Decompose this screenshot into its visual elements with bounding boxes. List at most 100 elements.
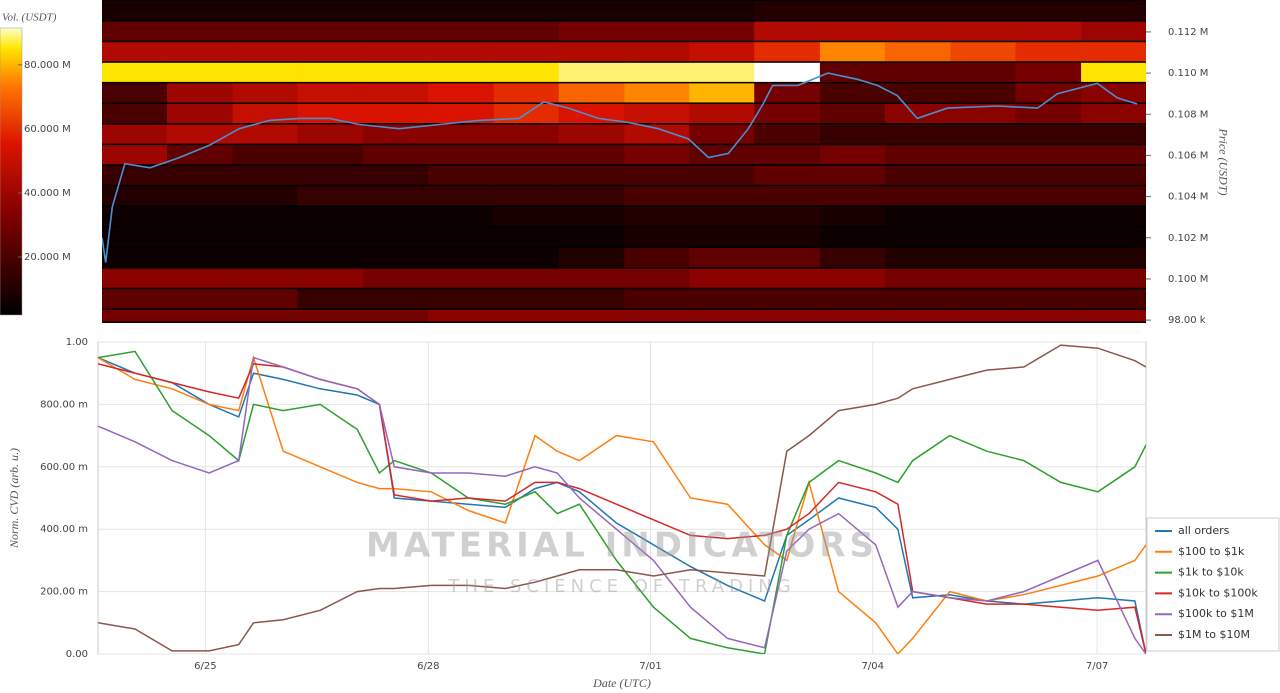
heat-cell <box>493 62 560 82</box>
heat-cell <box>1081 206 1146 226</box>
heat-cell <box>689 21 755 41</box>
heat-cell <box>689 83 755 103</box>
heat-cell <box>558 268 625 288</box>
series-group <box>98 344 1146 654</box>
heat-cell <box>689 227 755 247</box>
legend-label: $100 to $1k <box>1178 545 1245 558</box>
y-tick-label: 800.00 m <box>40 399 88 410</box>
heat-cell <box>232 1 298 21</box>
heat-cell <box>884 145 951 165</box>
heat-cell <box>166 21 233 41</box>
heat-cell <box>558 206 625 226</box>
heat-cell <box>102 145 168 165</box>
heat-cell <box>950 62 1016 82</box>
heat-cell <box>558 309 625 322</box>
heat-cell <box>102 165 168 185</box>
heat-cell <box>363 83 429 103</box>
cvd-line <box>98 362 1146 654</box>
heat-cell <box>1015 309 1082 322</box>
heat-cell <box>884 83 951 103</box>
heat-cell <box>297 103 364 124</box>
heat-cell <box>950 268 1016 288</box>
heat-cell <box>297 268 364 288</box>
heat-cell <box>232 227 298 247</box>
colorbar-tick-label: 80.000 M <box>24 60 71 71</box>
price-line <box>102 72 1138 263</box>
legend-label: $10k to $100k <box>1178 586 1258 599</box>
heat-cell <box>102 186 168 206</box>
heat-cell <box>950 186 1016 206</box>
heat-cell <box>232 206 298 226</box>
heat-cell <box>363 42 429 62</box>
heat-cell <box>166 248 233 268</box>
cvd-line <box>98 344 1146 652</box>
heat-cell <box>363 1 429 21</box>
y-tick-label: 0.00 <box>66 649 88 660</box>
heat-cell <box>884 103 951 124</box>
heat-cell <box>493 227 560 247</box>
heat-cell <box>232 186 298 206</box>
heat-cell <box>884 268 951 288</box>
heat-cell <box>884 1 951 21</box>
heat-cell <box>493 309 560 322</box>
x-tick-label: 7/07 <box>1086 661 1108 672</box>
heat-cell <box>1081 1 1146 21</box>
heat-cell <box>558 1 625 21</box>
heat-cell <box>363 124 429 144</box>
heatmap <box>102 1 1146 322</box>
heat-cell <box>689 248 755 268</box>
heat-cell <box>297 124 364 144</box>
y-tick-label: 98.00 k <box>1168 315 1206 326</box>
heat-cell <box>493 186 560 206</box>
heat-cell <box>819 309 886 322</box>
heat-cell <box>166 227 233 247</box>
heat-cell <box>102 248 168 268</box>
heat-cell <box>950 103 1016 124</box>
heat-cell <box>166 124 233 144</box>
heat-cell <box>558 42 625 62</box>
heat-cell <box>819 124 886 144</box>
cvd-line <box>98 356 1146 654</box>
heat-cell <box>232 268 298 288</box>
heat-cell <box>493 124 560 144</box>
heat-cell <box>297 21 364 41</box>
heat-cell <box>363 103 429 124</box>
heat-cell <box>558 103 625 124</box>
heat-cell <box>689 1 755 21</box>
heat-cell <box>166 42 233 62</box>
heat-cell <box>1015 124 1082 144</box>
heat-cell <box>297 165 364 185</box>
heat-cell <box>297 289 364 309</box>
heat-cell <box>363 186 429 206</box>
legend-label: $1M to $10M <box>1178 628 1250 641</box>
heat-cell <box>232 248 298 268</box>
cvd-chart <box>98 341 1146 655</box>
heat-cell <box>950 124 1016 144</box>
heat-cell <box>102 42 168 62</box>
heat-cell <box>232 62 298 82</box>
heat-cell <box>297 227 364 247</box>
heat-cell <box>558 186 625 206</box>
y-tick-label: 0.110 M <box>1168 68 1208 79</box>
colorbar-label: Vol. (USDT) <box>2 12 57 24</box>
heat-cell <box>166 83 233 103</box>
heat-cell <box>102 227 168 247</box>
heat-cell <box>754 227 821 247</box>
heat-cell <box>558 227 625 247</box>
heat-cell <box>363 309 429 322</box>
heat-cell <box>754 1 821 21</box>
y-tick-label: 1.00 <box>66 337 88 348</box>
heat-cell <box>493 248 560 268</box>
heat-cell <box>428 268 495 288</box>
y-tick-label: 0.100 M <box>1168 274 1208 285</box>
heat-cell <box>166 103 233 124</box>
heat-cell <box>493 289 560 309</box>
heat-cell <box>493 145 560 165</box>
heat-cell <box>624 21 690 41</box>
heat-cell <box>754 145 821 165</box>
heat-cell <box>754 186 821 206</box>
heat-cell <box>297 1 364 21</box>
heat-cell <box>624 227 690 247</box>
heat-cell <box>1081 145 1146 165</box>
heat-cell <box>363 289 429 309</box>
